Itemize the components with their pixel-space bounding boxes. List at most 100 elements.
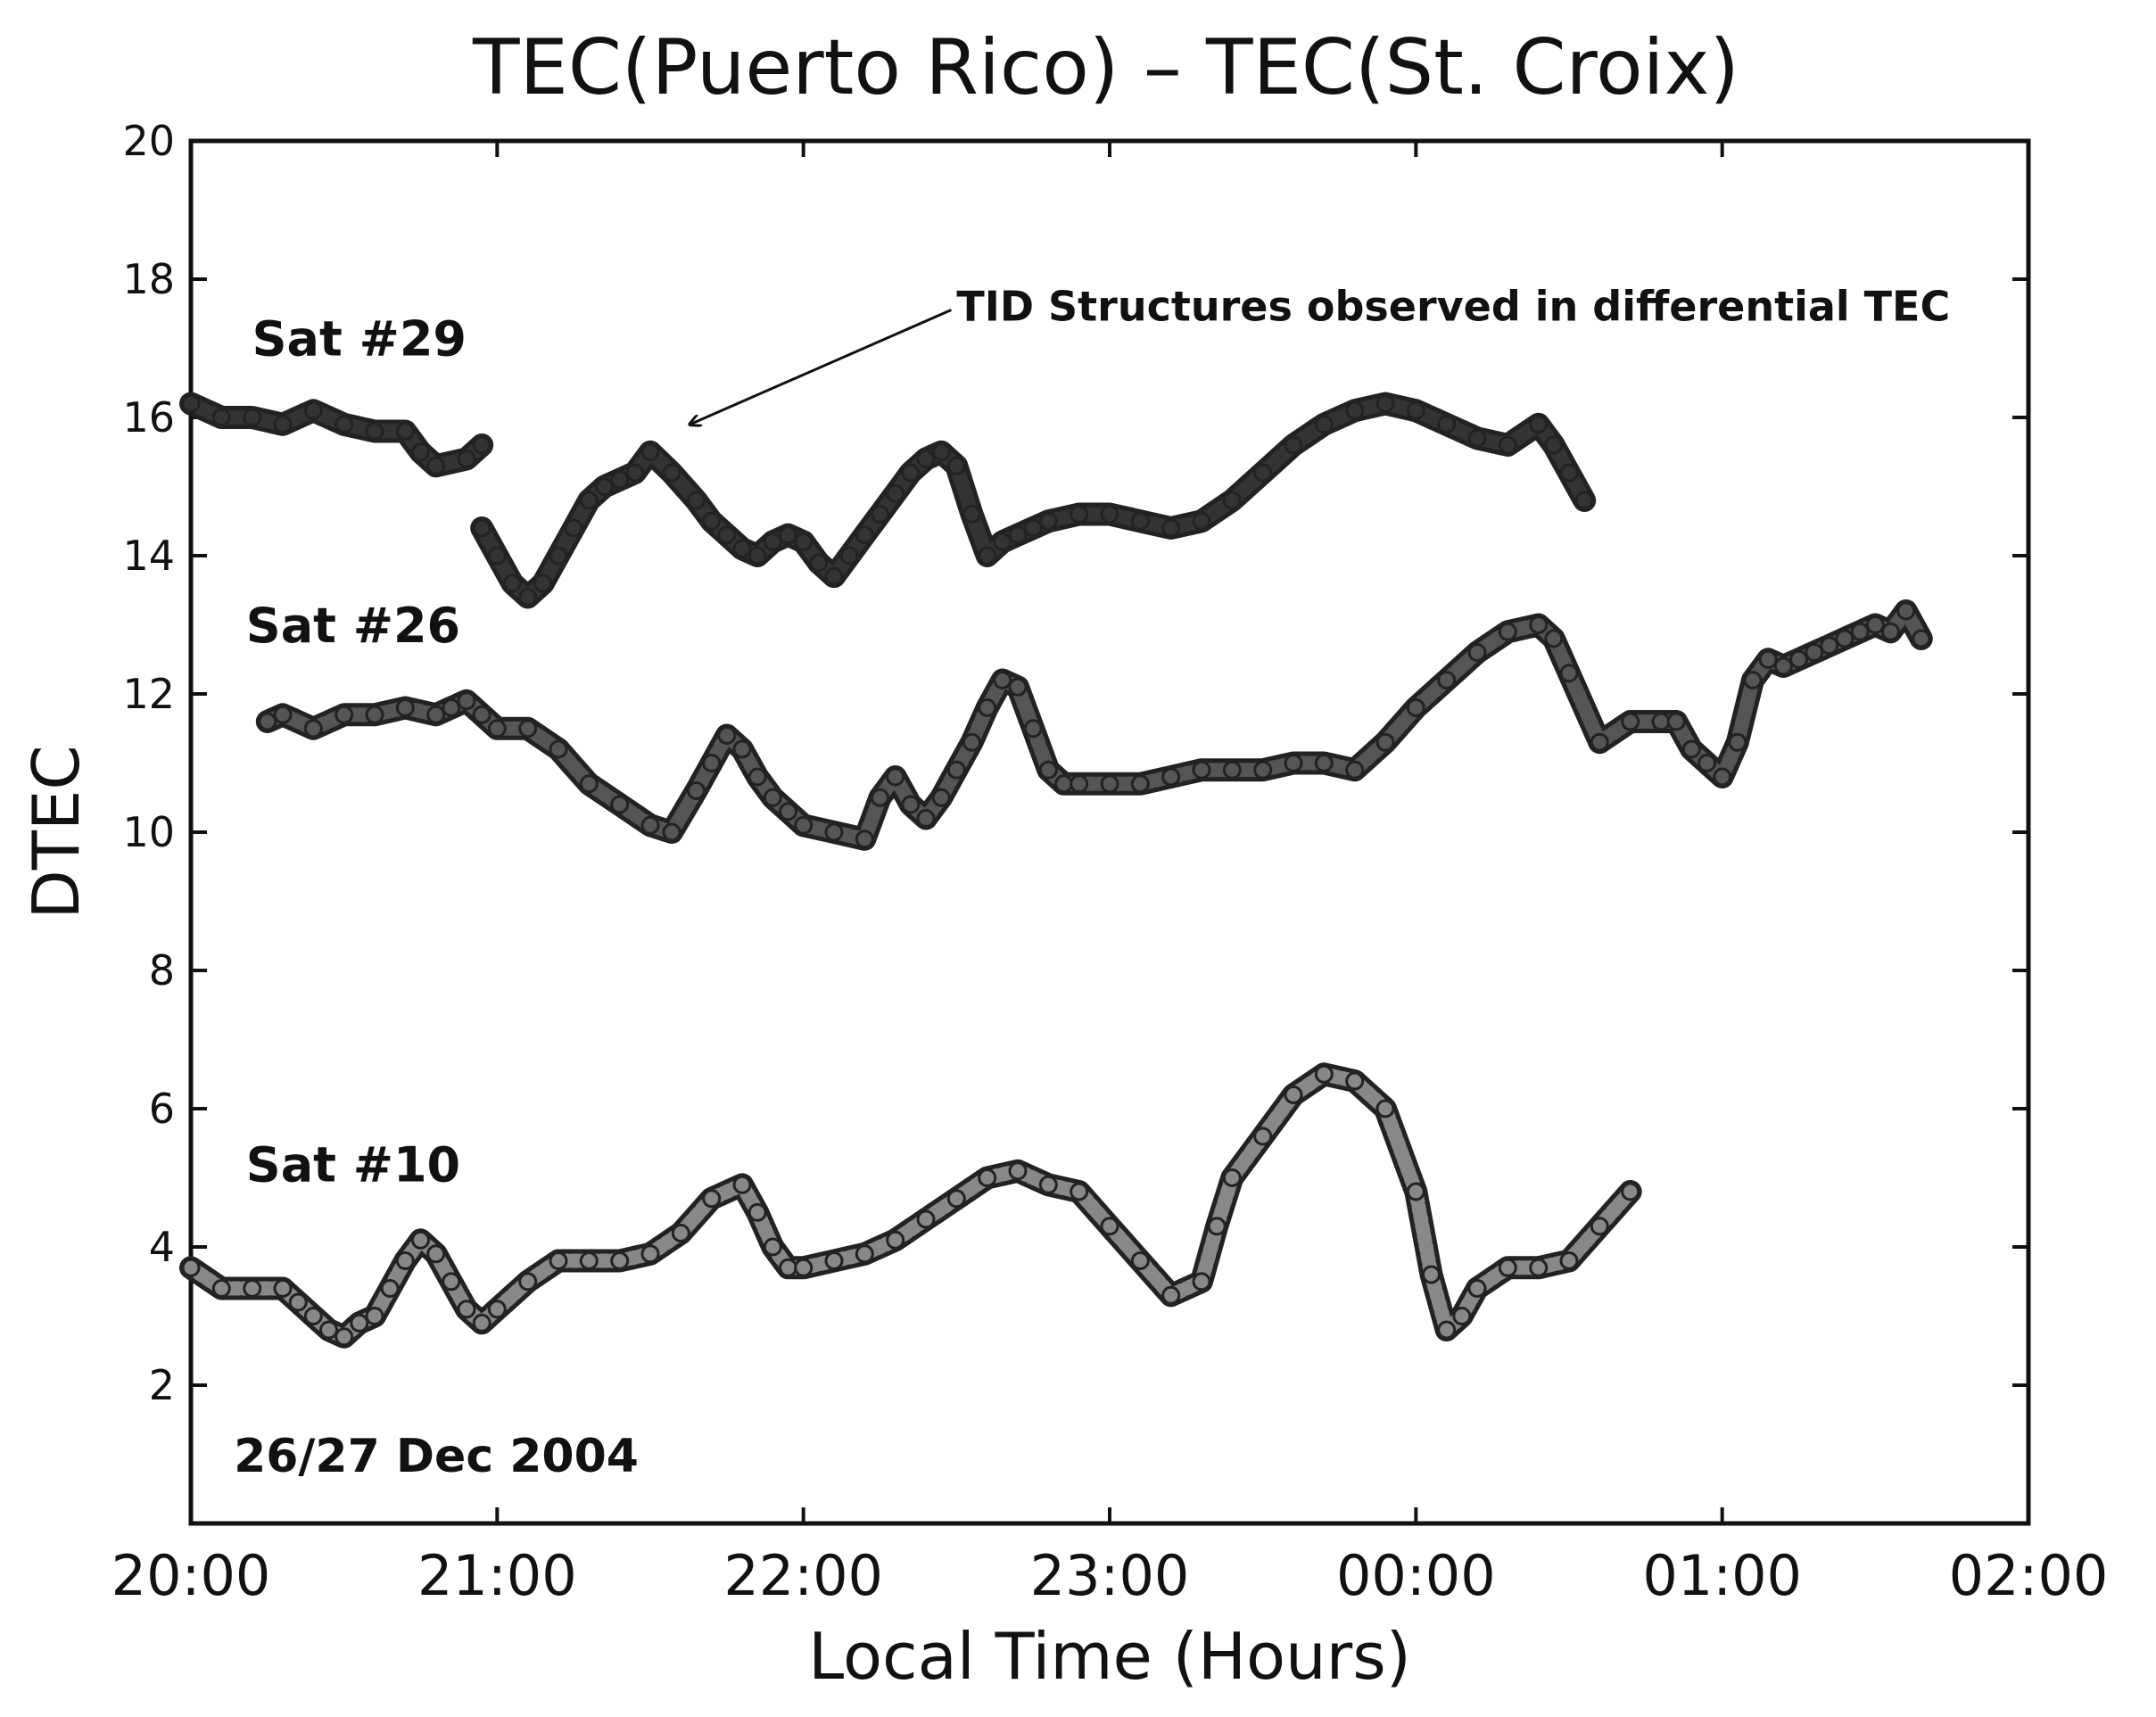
series-sat-26-point (1865, 615, 1885, 634)
series-sat-10-point (1222, 1168, 1242, 1187)
series-sat-26-point (1590, 732, 1609, 752)
series-sat-29-point (503, 574, 522, 593)
series-sat-26-point (946, 760, 966, 780)
series-sat-10-point (640, 1244, 660, 1264)
series-sat-10-point (1529, 1258, 1549, 1277)
series-sat-26-point (335, 705, 354, 724)
series-sat-26-point (1130, 774, 1150, 794)
series-sat-26-point (1406, 698, 1425, 717)
series-sat-26-point (273, 705, 293, 724)
series-sat-26-point (549, 739, 568, 759)
series-sat-26-point (1467, 643, 1487, 662)
series-sat-10-point (181, 1258, 201, 1277)
series-sat-10-point (946, 1189, 966, 1209)
series-sat-26-point (1805, 643, 1824, 662)
series-sat-26-point (487, 719, 507, 739)
series-sat-10-point (1437, 1320, 1457, 1340)
series-sat-29-point (243, 408, 262, 427)
series-sat-10-point (1345, 1071, 1365, 1091)
series-sat-29-point (1038, 511, 1058, 531)
series-sat-26-point (1008, 677, 1028, 697)
series-sat-26-point (1743, 671, 1763, 689)
series-sat-10-point (916, 1209, 936, 1229)
series-sat-10-point (1406, 1182, 1425, 1201)
series-sat-26-point (1498, 622, 1517, 641)
series-label-0: Sat #29 (252, 310, 467, 367)
series-sat-26-point (303, 719, 323, 739)
series-sat-10-point (211, 1279, 231, 1298)
series-sat-29-outline-1 (470, 392, 1597, 609)
series-sat-29-point (794, 532, 814, 551)
series-sat-10-point (1375, 1099, 1395, 1119)
series-sat-29-point (625, 463, 645, 483)
series-sat-29-point (1023, 518, 1043, 538)
series-sat-29-point (1544, 435, 1564, 455)
series-sat-29-point (533, 574, 553, 593)
series-sat-26-point (579, 774, 599, 794)
series-label-2: Sat #10 (246, 1136, 460, 1193)
series-sat-26-point (962, 732, 981, 752)
series-sat-29-point (1161, 518, 1181, 538)
y-axis-tick-labels: 2 4 6 8 10 12 14 16 18 20 (122, 117, 175, 1409)
series-sat-29-point (549, 546, 568, 565)
series-sat-29-point (901, 463, 921, 483)
series-sat-26-point (1651, 712, 1671, 731)
series-sat-10-point (457, 1300, 476, 1319)
series-sat-10-point (442, 1272, 461, 1292)
y-axis-label: DTEC (19, 745, 94, 919)
series-sat-10-point (855, 1244, 874, 1264)
series-sat-26-point (993, 671, 1012, 689)
series-sat-26-point (978, 698, 997, 717)
series-sat-26-point (442, 698, 461, 717)
series-sat-29-point (610, 470, 630, 490)
series-sat-29-point (824, 566, 844, 586)
series-sat-29-point (211, 408, 231, 427)
series-sat-10-point (335, 1327, 354, 1347)
series-sat-26-point (1192, 760, 1211, 780)
series-sat-26 (255, 599, 1933, 851)
series-sat-10-point (472, 1313, 492, 1333)
series-sat-26-point (717, 726, 737, 745)
series-sat-29-point (687, 491, 706, 510)
y-tick-label-1: 4 (149, 1223, 175, 1271)
series-sat-26-point (702, 754, 722, 772)
series-sat-26-point (472, 705, 492, 724)
series-sat-26-point (1544, 629, 1564, 648)
series-sat-26-point (1789, 649, 1808, 669)
series-sat-10-point (763, 1237, 782, 1257)
y-tick-label-3: 8 (149, 946, 175, 995)
y-tick-label-0: 2 (149, 1361, 175, 1409)
x-tick-label-1: 21:00 (417, 1543, 577, 1608)
series-sat-26-point (1681, 739, 1701, 759)
series-sat-29-point (1574, 491, 1594, 510)
series-sat-10-line-0 (184, 1067, 1638, 1344)
x-tick-label-4: 00:00 (1336, 1543, 1496, 1608)
series-sat-29-point (839, 546, 859, 565)
series-sat-10-point (779, 1258, 797, 1277)
series-sat-10-point (610, 1251, 630, 1270)
x-tick-label-6: 02:00 (1949, 1543, 2109, 1608)
series-sat-29-point (946, 456, 966, 475)
series-sat-29-point (395, 422, 415, 441)
series-sat-29-point (1008, 525, 1028, 545)
date-note: 26/27 Dec 2004 (234, 1430, 639, 1483)
series-sat-26-point (1070, 774, 1089, 794)
series-sat-26-point (1345, 760, 1365, 780)
series-labels: Sat #29 Sat #26 Sat #10 (246, 310, 467, 1193)
series-sat-29-point (809, 553, 829, 573)
series-sat-10-point (288, 1292, 308, 1312)
series-sat-26-point (1896, 601, 1916, 621)
series-sat-10-point (1314, 1064, 1334, 1084)
series-sat-10-point (273, 1279, 293, 1298)
series-sat-29-point (518, 588, 538, 607)
series-sat-29-point (303, 400, 323, 420)
series-sat-29-line-1 (475, 396, 1592, 605)
series-sat-10-point (411, 1230, 430, 1250)
series-sat-26-point (1698, 754, 1716, 772)
series-sat-10-point (748, 1202, 767, 1222)
series-sat-29-point (871, 505, 889, 524)
series-sat-29-point (640, 442, 660, 462)
series-sat-26-point (1253, 760, 1273, 780)
series-sat-29-point (472, 435, 492, 455)
series-sat-26-point (855, 830, 874, 849)
